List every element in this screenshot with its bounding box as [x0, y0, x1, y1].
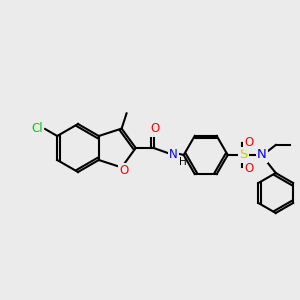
Text: O: O [244, 136, 253, 148]
Text: O: O [244, 161, 253, 175]
Text: N: N [257, 148, 267, 161]
Text: O: O [119, 164, 128, 177]
Text: H: H [179, 157, 187, 167]
Text: O: O [150, 122, 159, 136]
Text: N: N [169, 148, 178, 160]
Text: S: S [239, 148, 248, 161]
Text: Cl: Cl [32, 122, 43, 136]
